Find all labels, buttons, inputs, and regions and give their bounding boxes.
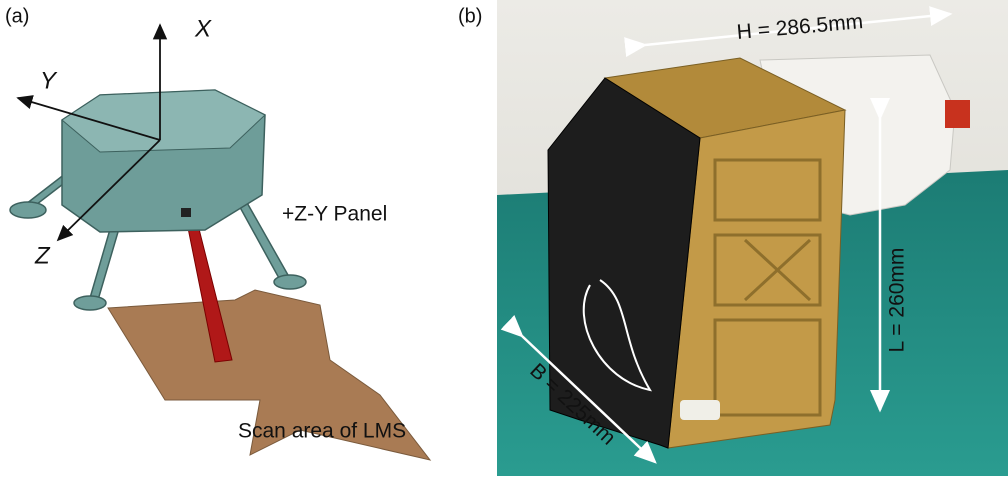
- lander-top: [61, 89, 266, 153]
- h-dimension: [624, 6, 953, 57]
- z-label: Z: [34, 242, 51, 269]
- y-axis: [16, 95, 161, 141]
- red-tab: [945, 100, 970, 128]
- label-patch: [680, 400, 720, 420]
- x-label: X: [194, 15, 212, 42]
- scan-area: [107, 289, 432, 461]
- panel-b: (b) H = 286.5mm L = 260mm B = 225mm: [458, 0, 1008, 476]
- box-ribs: [713, 158, 822, 417]
- lms: [181, 208, 191, 217]
- scan-label: Scan area of LMS: [238, 420, 406, 443]
- panel-label: (b): [458, 5, 482, 27]
- b-dimension: [500, 314, 657, 464]
- l-label: L = 260mm: [886, 248, 909, 353]
- panel-label: (a): [5, 5, 29, 27]
- panel-a: (a) X Y Z +Z-Y Panel Scan area of LMS: [5, 5, 432, 461]
- y-label: Y: [40, 67, 58, 94]
- panel-name: +Z-Y Panel: [282, 203, 387, 226]
- z-axis: [56, 139, 161, 242]
